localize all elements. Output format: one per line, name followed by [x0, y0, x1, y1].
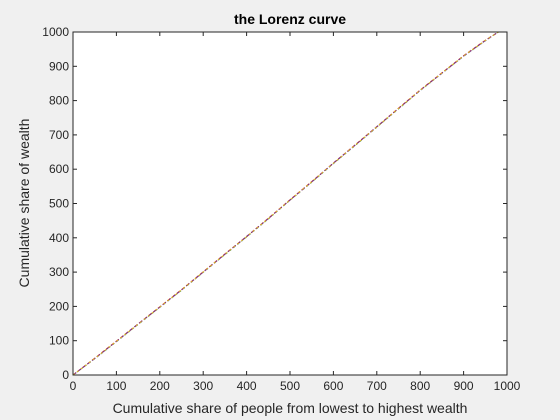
x-tick-label: 400 — [237, 379, 257, 393]
x-tick-label: 200 — [150, 379, 170, 393]
y-tick-label: 1000 — [42, 25, 69, 39]
y-tick-label: 900 — [49, 59, 69, 73]
y-tick-label: 200 — [49, 299, 69, 313]
x-axis-label: Cumulative share of people from lowest t… — [113, 400, 468, 416]
y-axis-label: Cumulative share of wealth — [16, 119, 32, 288]
series-layer — [72, 31, 499, 376]
x-tick-label: 700 — [367, 379, 387, 393]
y-tick-label: 400 — [49, 231, 69, 245]
chart-title: the Lorenz curve — [234, 11, 346, 27]
y-tick-label: 800 — [49, 94, 69, 108]
x-axis-ticks: 0 100 200 300 400 500 600 700 800 900 1000 — [70, 32, 521, 393]
x-tick-label: 100 — [106, 379, 126, 393]
x-tick-label: 1000 — [494, 379, 521, 393]
plot-area — [73, 32, 507, 375]
x-tick-label: 0 — [70, 379, 77, 393]
y-axis-ticks: 0 100 200 300 400 500 600 700 800 900 1000 — [42, 25, 507, 382]
x-tick-label: 800 — [410, 379, 430, 393]
y-tick-label: 0 — [62, 368, 69, 382]
series-line-6 — [72, 31, 499, 376]
y-tick-label: 600 — [49, 162, 69, 176]
y-tick-label: 500 — [49, 197, 69, 211]
y-tick-label: 700 — [49, 128, 69, 142]
x-tick-label: 500 — [280, 379, 300, 393]
y-tick-label: 300 — [49, 265, 69, 279]
x-tick-label: 300 — [193, 379, 213, 393]
x-tick-label: 600 — [323, 379, 343, 393]
x-tick-label: 900 — [454, 379, 474, 393]
y-tick-label: 100 — [49, 334, 69, 348]
